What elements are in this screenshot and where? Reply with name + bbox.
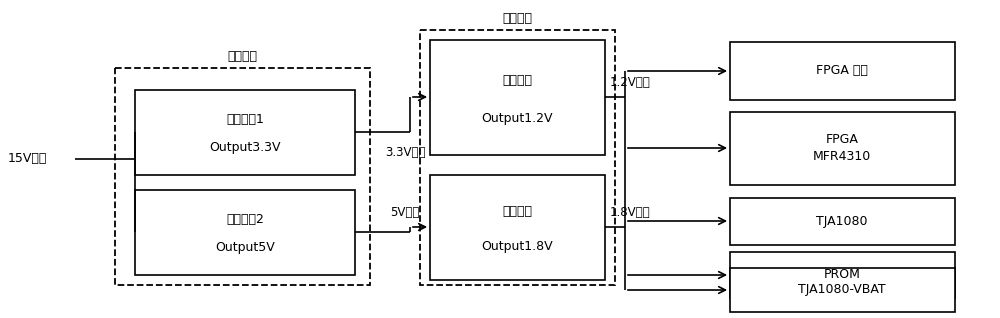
Text: 稳压模块1: 稳压模块1 (226, 113, 264, 126)
Text: 二级结构: 二级结构 (502, 12, 532, 25)
Text: Output5V: Output5V (215, 241, 275, 254)
Bar (730, 112, 955, 185)
Text: PROM: PROM (824, 268, 860, 281)
Bar (730, 252, 955, 298)
Bar (730, 42, 955, 100)
Text: 降压模块: 降压模块 (502, 74, 532, 87)
Bar (430, 175, 605, 280)
Text: 降压模块: 降压模块 (502, 205, 532, 218)
Bar (420, 30, 615, 285)
Text: 1.2V直流: 1.2V直流 (610, 76, 651, 89)
Text: Output3.3V: Output3.3V (209, 141, 281, 154)
Text: 3.3V直流: 3.3V直流 (385, 146, 425, 158)
Text: Output1.2V: Output1.2V (481, 112, 553, 125)
Text: Output1.8V: Output1.8V (481, 240, 553, 253)
Text: TJA1080-VBAT: TJA1080-VBAT (798, 284, 886, 296)
Text: 15V直流: 15V直流 (8, 153, 47, 165)
Bar (135, 190, 355, 275)
Bar (730, 198, 955, 245)
Text: 5V直流: 5V直流 (390, 205, 420, 218)
Text: FPGA 内核: FPGA 内核 (816, 65, 868, 78)
Text: TJA1080: TJA1080 (816, 215, 868, 227)
Text: 一级结构: 一级结构 (227, 50, 257, 63)
Bar (430, 40, 605, 155)
Bar (730, 268, 955, 312)
Text: 1.8V直流: 1.8V直流 (610, 206, 651, 219)
Bar (115, 68, 370, 285)
Bar (135, 90, 355, 175)
Text: FPGA
MFR4310: FPGA MFR4310 (813, 133, 871, 163)
Text: 稳压模块2: 稳压模块2 (226, 213, 264, 226)
